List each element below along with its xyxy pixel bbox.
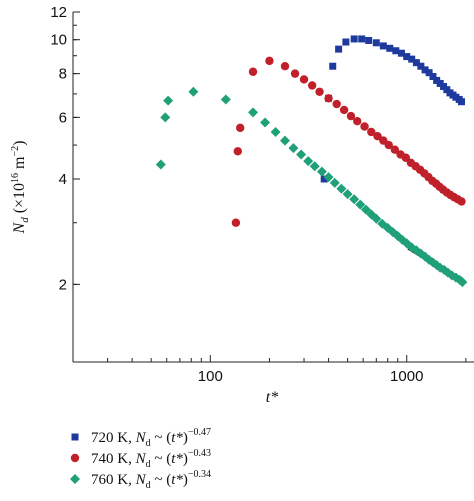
y-axis-label-units: (×10 — [11, 183, 28, 217]
y-tick-label: 10 — [50, 32, 67, 49]
data-point-720k — [320, 175, 328, 183]
data-point-720k — [433, 76, 441, 84]
data-point-740k — [233, 147, 242, 156]
y-tick-label: 6 — [59, 109, 67, 126]
data-point-720k — [397, 49, 405, 57]
data-point-760k — [323, 172, 334, 183]
data-point-760k — [279, 135, 290, 146]
data-point-740k — [332, 99, 341, 109]
y-axis-label: Nd (×1016 m−2) — [10, 141, 31, 235]
data-point-720k — [412, 59, 420, 67]
data-point-760k — [270, 126, 281, 137]
data-point-740k — [353, 117, 362, 126]
data-point-760k — [155, 159, 166, 170]
data-point-720k — [429, 73, 437, 81]
data-point-720k — [425, 69, 433, 77]
data-point-720k — [392, 47, 400, 55]
data-point-740k — [236, 123, 245, 133]
data-point-760k — [355, 199, 366, 210]
data-points — [155, 35, 468, 288]
data-point-720k — [71, 433, 79, 441]
data-point-760k — [70, 474, 80, 484]
data-point-740k — [339, 105, 349, 115]
data-point-740k — [367, 127, 376, 137]
data-point-760k — [457, 277, 468, 288]
data-point-760k — [163, 95, 174, 106]
data-point-740k — [384, 140, 393, 150]
x-axis-label: t* — [266, 389, 278, 406]
data-point-760k — [288, 143, 299, 154]
data-point-740k — [280, 62, 290, 71]
data-point-720k — [408, 55, 416, 63]
data-point-740k — [315, 87, 324, 96]
data-point-720k — [350, 35, 358, 43]
x-axis-ticks: 100 1000 — [72, 355, 467, 385]
data-point-740k — [390, 145, 400, 154]
data-point-720k — [403, 53, 411, 61]
data-point-760k — [371, 213, 382, 224]
data-point-720k — [329, 62, 337, 70]
y-axis-label-close: ) — [11, 141, 28, 146]
data-point-740k — [70, 453, 80, 463]
y-tick-label: 4 — [59, 171, 67, 188]
data-point-740k — [307, 81, 317, 90]
y-axis-ticks: 2 4 6 8 10 12 — [50, 4, 80, 293]
data-point-760k — [188, 86, 199, 97]
y-axis-label-units-2: m — [11, 156, 28, 173]
y-tick-label: 8 — [59, 66, 67, 83]
data-point-760k — [260, 117, 271, 128]
data-point-760k — [329, 177, 340, 188]
data-point-720k — [379, 42, 387, 50]
y-axis-label-exp: 16 — [10, 173, 21, 183]
data-point-720k — [342, 38, 350, 46]
data-point-740k — [360, 122, 369, 131]
data-point-740k — [290, 69, 300, 78]
legend-entry-label: 740 K, Nd ~ (t*)−0.43 — [91, 448, 211, 470]
data-point-740k — [373, 132, 382, 141]
data-point-720k — [457, 98, 465, 106]
legend-entry-label: 760 K, Nd ~ (t*)−0.34 — [91, 469, 211, 491]
data-point-760k — [349, 194, 360, 205]
data-point-760k — [336, 183, 347, 194]
data-point-740k — [248, 67, 258, 76]
data-point-740k — [265, 56, 274, 66]
data-point-760k — [309, 161, 320, 172]
data-point-760k — [342, 189, 353, 200]
data-point-720k — [421, 66, 429, 74]
data-point-720k — [372, 39, 380, 47]
data-point-720k — [365, 36, 373, 44]
y-axis-label-units-exp: −2 — [10, 146, 21, 157]
data-point-720k — [386, 44, 394, 52]
data-point-720k — [417, 62, 425, 70]
data-point-760k — [316, 166, 327, 177]
data-point-760k — [160, 112, 171, 123]
data-point-760k — [248, 107, 259, 118]
y-tick-label: 12 — [50, 4, 67, 21]
data-point-760k — [296, 149, 307, 160]
data-point-720k — [335, 45, 343, 53]
y-axis-label-subscript: d — [19, 217, 31, 223]
data-point-740k — [346, 111, 356, 121]
x-tick-label: 100 — [198, 368, 223, 385]
data-point-760k — [360, 204, 371, 215]
data-point-740k — [324, 94, 333, 103]
data-point-740k — [299, 75, 309, 84]
data-point-760k — [220, 94, 231, 105]
y-tick-label: 2 — [59, 276, 67, 293]
data-point-760k — [303, 156, 314, 167]
data-point-720k — [358, 35, 366, 43]
y-axis-label-symbol: N — [11, 221, 28, 234]
x-tick-label: 1000 — [390, 368, 423, 385]
legend-entry-label: 720 K, Nd ~ (t*)−0.47 — [91, 427, 211, 449]
data-point-740k — [231, 218, 241, 227]
data-point-740k — [457, 197, 466, 206]
